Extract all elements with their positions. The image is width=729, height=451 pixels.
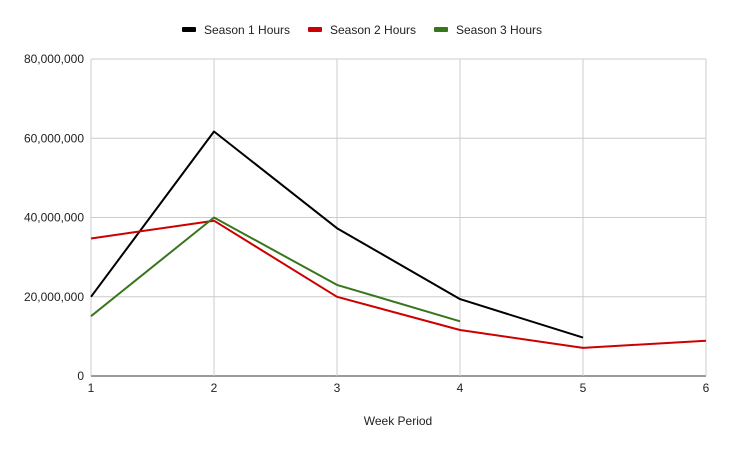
- x-tick-label: 4: [457, 381, 464, 395]
- legend-swatch: [182, 27, 196, 32]
- series-lines: [90, 130, 707, 349]
- legend-swatch: [308, 27, 322, 32]
- legend-swatch: [434, 27, 448, 32]
- series-line-2: [90, 219, 707, 349]
- x-tick-label: 2: [211, 381, 218, 395]
- legend: Season 1 Hours Season 2 Hours Season 3 Hou…: [182, 23, 542, 37]
- legend-label: Season 2 Hours: [330, 23, 416, 37]
- x-tick-label: 6: [703, 381, 710, 395]
- series-line-3: [90, 216, 461, 323]
- legend-item-2: Season 2 Hours: [308, 23, 416, 37]
- y-tick-label: 80,000,000: [24, 52, 84, 66]
- y-tick-label: 0: [77, 369, 84, 383]
- legend-item-3: Season 3 Hours: [434, 23, 542, 37]
- x-tick-label: 5: [580, 381, 587, 395]
- legend-label: Season 1 Hours: [204, 23, 290, 37]
- x-axis-ticks: 1 2 3 4 5 6: [88, 381, 710, 395]
- y-tick-label: 20,000,000: [24, 290, 84, 304]
- x-tick-label: 1: [88, 381, 95, 395]
- grid: [90, 58, 707, 377]
- x-axis-label: Week Period: [364, 414, 432, 428]
- y-tick-label: 40,000,000: [24, 211, 84, 225]
- y-axis-ticks: 0 20,000,000 40,000,000 60,000,000 80,000,00…: [24, 52, 84, 383]
- series-line-1: [90, 130, 584, 339]
- legend-label: Season 3 Hours: [456, 23, 542, 37]
- legend-item-1: Season 1 Hours: [182, 23, 290, 37]
- y-tick-label: 60,000,000: [24, 131, 84, 145]
- x-tick-label: 3: [334, 381, 341, 395]
